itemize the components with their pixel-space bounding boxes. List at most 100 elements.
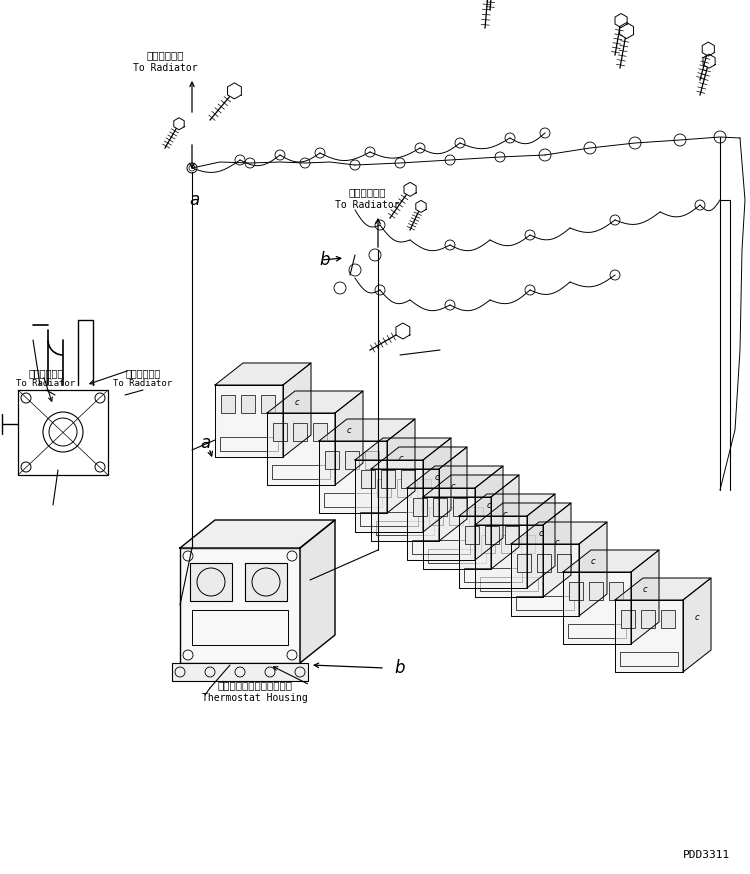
Text: Thermostat Housing: Thermostat Housing <box>202 693 308 703</box>
Text: c: c <box>435 474 439 482</box>
Bar <box>190 563 232 601</box>
Polygon shape <box>215 385 283 457</box>
Polygon shape <box>475 503 571 525</box>
Polygon shape <box>475 466 503 560</box>
Bar <box>172 663 308 681</box>
Polygon shape <box>355 438 451 460</box>
Text: c: c <box>399 454 404 463</box>
Polygon shape <box>579 522 607 616</box>
Polygon shape <box>511 544 579 616</box>
Text: c: c <box>694 614 699 622</box>
Text: c: c <box>643 586 647 594</box>
Bar <box>480 577 538 591</box>
Polygon shape <box>543 503 571 597</box>
Bar <box>557 554 571 572</box>
Polygon shape <box>355 460 423 532</box>
Polygon shape <box>319 441 387 513</box>
Polygon shape <box>335 391 363 485</box>
Bar <box>272 465 330 479</box>
Bar <box>417 479 431 497</box>
Text: a: a <box>200 434 210 452</box>
Bar <box>428 549 486 563</box>
Polygon shape <box>371 469 439 541</box>
Bar <box>220 437 278 451</box>
Polygon shape <box>267 413 335 485</box>
Text: To Radiator: To Radiator <box>113 379 172 389</box>
Bar <box>517 554 531 572</box>
Bar <box>641 610 655 628</box>
Bar <box>465 526 479 544</box>
Text: PDD3311: PDD3311 <box>682 850 730 860</box>
Text: c: c <box>555 538 560 547</box>
Bar <box>501 535 515 553</box>
Polygon shape <box>563 550 659 572</box>
Polygon shape <box>387 419 415 513</box>
Text: c: c <box>451 482 455 491</box>
Polygon shape <box>683 578 711 672</box>
Bar <box>620 652 678 666</box>
Polygon shape <box>563 572 631 644</box>
Bar <box>516 596 574 610</box>
Bar <box>537 554 551 572</box>
Polygon shape <box>527 494 555 588</box>
Text: b: b <box>394 659 405 677</box>
Polygon shape <box>319 419 415 441</box>
Bar <box>381 470 395 488</box>
Text: c: c <box>538 530 543 538</box>
Polygon shape <box>407 466 503 488</box>
Text: ラジェータへ: ラジェータへ <box>146 50 184 60</box>
Text: To Radiator: To Radiator <box>16 379 76 389</box>
Text: b: b <box>320 251 330 269</box>
Bar <box>521 535 535 553</box>
Polygon shape <box>423 475 519 497</box>
Bar <box>377 479 391 497</box>
Polygon shape <box>475 525 543 597</box>
Polygon shape <box>511 522 607 544</box>
Text: c: c <box>591 558 596 566</box>
Polygon shape <box>615 600 683 672</box>
Bar <box>397 479 411 497</box>
Text: c: c <box>487 502 491 510</box>
Polygon shape <box>407 488 475 560</box>
Bar <box>313 423 327 441</box>
Bar <box>453 498 467 516</box>
Bar <box>221 395 235 413</box>
Text: a: a <box>189 191 200 209</box>
Bar <box>241 395 255 413</box>
Polygon shape <box>423 438 451 532</box>
Text: ラジェータへ: ラジェータへ <box>28 368 64 378</box>
Polygon shape <box>180 520 335 548</box>
Polygon shape <box>283 363 311 457</box>
Polygon shape <box>300 520 335 663</box>
Text: To Radiator: To Radiator <box>334 200 399 210</box>
Bar <box>245 563 287 601</box>
Polygon shape <box>631 550 659 644</box>
Bar <box>293 423 307 441</box>
Text: ラジェータへ: ラジェータへ <box>125 368 160 378</box>
Polygon shape <box>371 447 467 469</box>
Bar <box>485 526 499 544</box>
Bar <box>18 390 108 475</box>
Bar <box>360 512 418 526</box>
Bar <box>361 470 375 488</box>
Bar <box>449 507 463 525</box>
Bar <box>413 498 427 516</box>
Bar <box>345 451 359 469</box>
Polygon shape <box>215 363 311 385</box>
Bar <box>325 451 339 469</box>
Text: ラジェータへ: ラジェータへ <box>348 187 386 197</box>
Text: サーモスタットハウジング: サーモスタットハウジング <box>217 680 292 690</box>
Bar <box>412 540 470 554</box>
Polygon shape <box>267 391 363 413</box>
Text: c: c <box>295 399 299 407</box>
Bar <box>376 521 434 535</box>
Bar <box>505 526 519 544</box>
Bar <box>569 582 583 600</box>
Polygon shape <box>459 494 555 516</box>
Bar <box>180 548 300 663</box>
Bar <box>589 582 603 600</box>
Bar <box>261 395 275 413</box>
Bar <box>568 624 626 638</box>
Text: To Radiator: To Radiator <box>133 63 197 73</box>
Polygon shape <box>491 475 519 569</box>
